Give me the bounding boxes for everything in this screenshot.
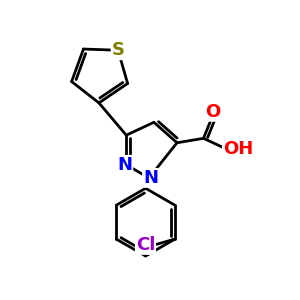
Text: S: S: [112, 41, 124, 59]
Text: O: O: [205, 103, 220, 121]
Text: N: N: [117, 156, 132, 174]
Text: Cl: Cl: [136, 236, 155, 254]
Text: N: N: [143, 169, 158, 187]
Text: OH: OH: [223, 140, 253, 158]
